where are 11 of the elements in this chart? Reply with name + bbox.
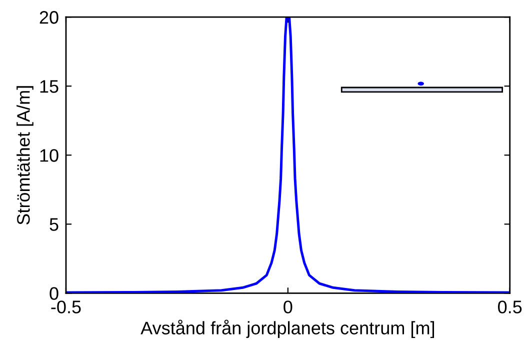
- y-tick-label: 0: [50, 287, 58, 300]
- x-tick-label: 0: [284, 300, 292, 314]
- x-tick-label: -0.5: [51, 300, 81, 314]
- y-tick-label: 10: [40, 149, 58, 162]
- y-axis-title: Strömtäthet [A/m]: [16, 86, 34, 225]
- x-tick-label: 0.5: [498, 300, 522, 314]
- y-tick-label: 5: [50, 218, 58, 231]
- x-axis-title: Avstånd från jordplanets centrum [m]: [140, 320, 434, 338]
- y-tick-label: 15: [40, 80, 58, 93]
- line-series: [66, 17, 510, 294]
- y-tick-label: 20: [40, 11, 58, 24]
